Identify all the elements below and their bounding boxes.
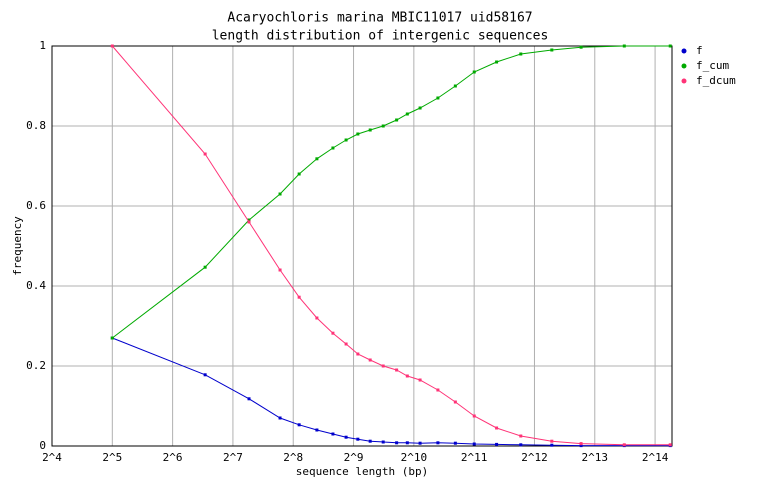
point: [331, 432, 335, 436]
point: [297, 423, 301, 427]
point: [472, 414, 476, 418]
point: [110, 336, 114, 340]
point: [418, 378, 422, 382]
plot-frame: [51, 45, 673, 447]
point: [203, 265, 207, 269]
point: [395, 118, 399, 122]
point: [495, 60, 499, 64]
point: [436, 441, 440, 445]
point: [495, 426, 499, 430]
y-tick-label: 0.8: [26, 119, 46, 132]
x-tick-label: 2^12: [521, 451, 548, 464]
x-tick-label: 2^14: [642, 451, 669, 464]
point: [368, 358, 372, 362]
x-tick-label: 2^4: [42, 451, 62, 464]
point: [579, 444, 583, 448]
point: [405, 112, 409, 116]
point: [315, 428, 319, 432]
point: [550, 48, 554, 52]
series-line: [111, 45, 671, 446]
point: [344, 138, 348, 142]
point: [356, 132, 360, 136]
legend-label: f: [696, 44, 703, 57]
point: [381, 124, 385, 128]
point: [344, 435, 348, 439]
point: [356, 352, 360, 356]
legend-marker: [681, 63, 687, 69]
y-tick-label: 0.2: [26, 359, 46, 372]
point: [453, 400, 457, 404]
point: [495, 442, 499, 446]
x-tick-label: 2^7: [223, 451, 243, 464]
point: [315, 157, 319, 161]
point: [315, 316, 319, 320]
point: [247, 218, 251, 222]
point: [405, 374, 409, 378]
point: [519, 434, 523, 438]
point: [668, 44, 672, 48]
point: [368, 128, 372, 132]
point: [418, 106, 422, 110]
point: [368, 439, 372, 443]
x-tick-label: 2^9: [344, 451, 364, 464]
legend-marker: [681, 48, 687, 54]
series-line: [112, 45, 671, 339]
x-tick-label: 2^5: [102, 451, 122, 464]
y-tick-label: 0.6: [26, 199, 46, 212]
x-tick-label: 2^8: [283, 451, 303, 464]
legend-marker: [681, 78, 687, 84]
point: [519, 443, 523, 447]
point: [203, 152, 207, 156]
legend-label: f_dcum: [696, 74, 736, 87]
point: [110, 44, 114, 48]
x-tick-label: 2^10: [401, 451, 428, 464]
point: [331, 331, 335, 335]
x-tick-label: 2^6: [163, 451, 183, 464]
point: [297, 295, 301, 299]
point: [278, 192, 282, 196]
point: [453, 84, 457, 88]
chart-subtitle: length distribution of intergenic sequen…: [212, 29, 549, 44]
y-tick-label: 1: [39, 39, 46, 52]
point: [472, 70, 476, 74]
point: [472, 442, 476, 446]
point: [381, 440, 385, 444]
point: [453, 441, 457, 445]
point: [381, 364, 385, 368]
point: [579, 45, 583, 49]
point: [297, 172, 301, 176]
point: [668, 443, 672, 447]
point: [278, 268, 282, 272]
point: [622, 443, 626, 447]
point: [550, 443, 554, 447]
point: [356, 437, 360, 441]
point: [579, 442, 583, 446]
series-line: [112, 337, 671, 447]
point: [418, 441, 422, 445]
point: [331, 146, 335, 150]
point: [622, 44, 626, 48]
point: [395, 368, 399, 372]
chart-title: Acaryochloris marina MBIC11017 uid58167: [227, 11, 532, 26]
point: [247, 220, 251, 224]
y-tick-label: 0.4: [26, 279, 46, 292]
x-axis-label: sequence length (bp): [296, 465, 428, 478]
point: [395, 441, 399, 445]
point: [436, 96, 440, 100]
point: [519, 52, 523, 56]
y-tick-label: 0: [39, 439, 46, 452]
x-tick-label: 2^13: [582, 451, 609, 464]
point: [203, 373, 207, 377]
x-tick-label: 2^11: [461, 451, 488, 464]
legend-label: f_cum: [696, 59, 729, 72]
point: [405, 441, 409, 445]
y-axis-label: frequency: [11, 216, 24, 276]
point: [550, 439, 554, 443]
point: [278, 416, 282, 420]
point: [436, 388, 440, 392]
point: [247, 397, 251, 401]
point: [344, 342, 348, 346]
